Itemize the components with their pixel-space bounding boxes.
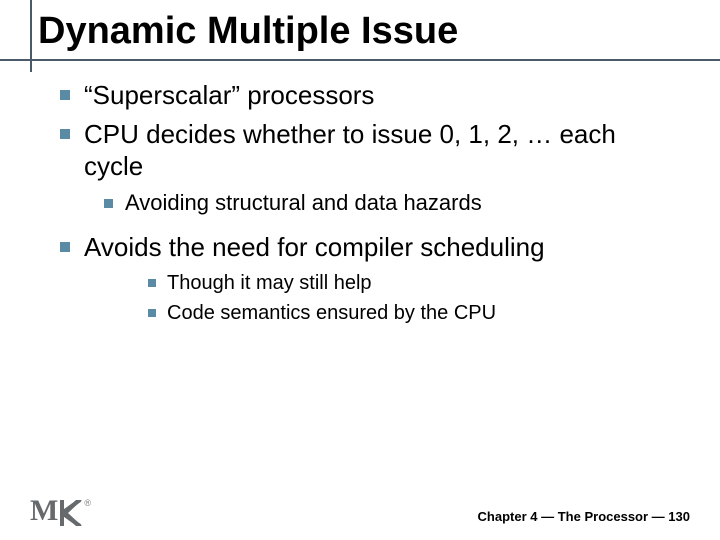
footer-text: Chapter 4 — The Processor — 130	[478, 509, 690, 524]
list-item: Avoids the need for compiler scheduling	[60, 231, 680, 264]
content-area: “Superscalar” processors CPU decides whe…	[0, 61, 720, 326]
square-bullet-icon	[60, 242, 70, 252]
bullet-text: Though it may still help	[167, 270, 680, 296]
list-item: “Superscalar” processors	[60, 79, 680, 112]
list-item: Though it may still help	[148, 270, 680, 296]
title-area: Dynamic Multiple Issue	[0, 0, 720, 61]
logo-m-icon: M	[30, 496, 57, 526]
footer-sep: —	[648, 509, 668, 524]
title-underline	[0, 59, 720, 61]
publisher-logo: M ®	[30, 496, 91, 526]
registered-icon: ®	[84, 498, 91, 508]
footer-sep: —	[538, 509, 558, 524]
bullet-text: Code semantics ensured by the CPU	[167, 300, 680, 326]
list-item: CPU decides whether to issue 0, 1, 2, … …	[60, 118, 680, 183]
bullet-text: Avoiding structural and data hazards	[125, 189, 680, 218]
bullet-text: “Superscalar” processors	[84, 79, 680, 112]
footer-page: 130	[668, 509, 690, 524]
list-item: Avoiding structural and data hazards	[104, 189, 680, 218]
spacer	[60, 223, 680, 231]
square-bullet-icon	[104, 199, 113, 208]
bullet-text: CPU decides whether to issue 0, 1, 2, … …	[84, 118, 680, 183]
square-bullet-icon	[60, 129, 70, 139]
footer-chapter: Chapter 4	[478, 509, 538, 524]
slide-title: Dynamic Multiple Issue	[38, 10, 720, 61]
square-bullet-icon	[148, 279, 156, 287]
square-bullet-icon	[60, 90, 70, 100]
square-bullet-icon	[148, 309, 156, 317]
bullet-text: Avoids the need for compiler scheduling	[84, 231, 680, 264]
list-item: Code semantics ensured by the CPU	[148, 300, 680, 326]
slide: Dynamic Multiple Issue “Superscalar” pro…	[0, 0, 720, 540]
footer-section: The Processor	[558, 509, 648, 524]
logo-k-icon	[58, 500, 82, 526]
